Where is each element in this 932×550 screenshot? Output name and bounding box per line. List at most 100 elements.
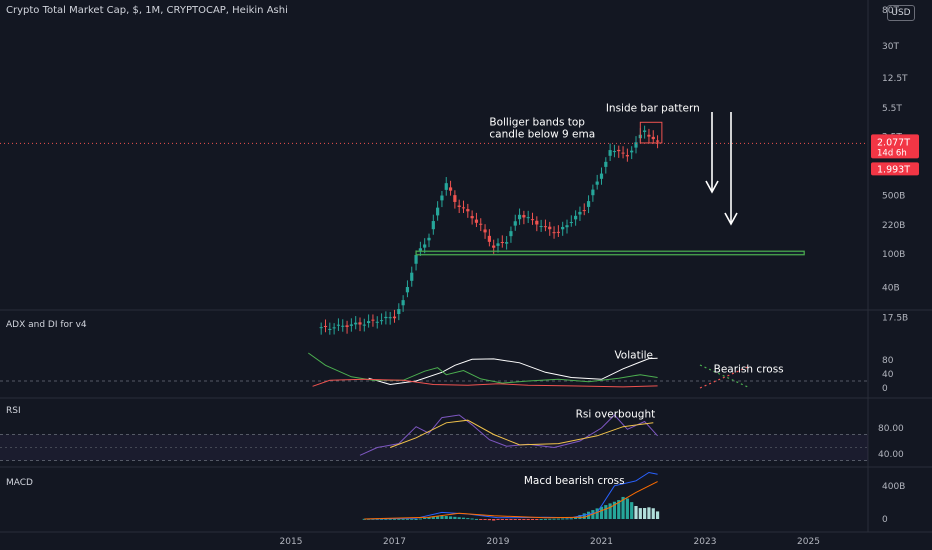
macd-bar	[431, 517, 435, 519]
macd-bar	[604, 505, 608, 519]
candle-body	[470, 216, 474, 219]
rsi-tick-label: 80.00	[878, 424, 904, 434]
chart-title: Crypto Total Market Cap, $, 1M, CRYPTOCA…	[6, 5, 288, 16]
candle-body	[410, 272, 414, 281]
price-tick-label: 220B	[882, 221, 905, 231]
macd-bar	[522, 519, 526, 520]
candle-body	[586, 201, 591, 207]
price-tick-label: 30T	[882, 42, 899, 52]
candle-body	[444, 183, 448, 190]
price-tick-label: 12.5T	[882, 74, 908, 84]
candle-body	[496, 243, 500, 246]
candle-body	[375, 321, 379, 323]
time-tick-label: 2019	[487, 537, 510, 547]
time-tick-label: 2015	[280, 537, 303, 547]
candle-body	[578, 211, 582, 215]
macd-pane-title: MACD	[6, 478, 33, 488]
rsi-band	[0, 434, 868, 461]
low-price-label: 1.993T	[877, 164, 910, 175]
candle-body	[595, 181, 599, 185]
candle-body	[539, 226, 543, 228]
support-zone-rect	[415, 250, 805, 256]
macd-bar	[643, 507, 647, 519]
candle-body	[388, 317, 392, 319]
candle-body	[651, 136, 655, 140]
candle-body	[414, 254, 418, 264]
candle-body	[323, 325, 328, 328]
candle-body	[505, 242, 509, 244]
candle-body	[332, 327, 336, 329]
candle-body	[401, 300, 405, 306]
rsi-pane-title: RSI	[6, 406, 21, 416]
candle-body	[371, 319, 375, 321]
candle-body	[535, 220, 539, 225]
candle-body	[556, 231, 560, 233]
macd-bar	[401, 518, 405, 520]
candle-body	[336, 324, 341, 326]
candle-body	[354, 322, 358, 325]
candle-body	[552, 232, 556, 234]
adx-line	[368, 357, 658, 386]
candle-body	[345, 325, 349, 327]
macd-bar	[405, 518, 410, 520]
macd-bar	[612, 501, 617, 519]
macd-bar	[440, 516, 444, 519]
candle-body	[418, 248, 422, 251]
macd-bar	[483, 519, 487, 520]
adx-tick-label: 40	[882, 370, 894, 380]
macd-bar	[461, 517, 466, 519]
candle-body	[612, 151, 617, 153]
macd-bar	[397, 518, 401, 520]
macd-bar	[638, 508, 642, 519]
adx-annotation: Bearish cross	[714, 363, 784, 375]
candle-body	[630, 150, 634, 153]
candle-body	[643, 130, 647, 132]
candle-body	[621, 152, 625, 154]
adx-tick-label: 80	[882, 356, 894, 366]
macd-bar	[526, 519, 530, 520]
macd-bar	[556, 518, 560, 520]
candle-body	[448, 187, 453, 191]
candle-body	[543, 226, 548, 228]
currency-button[interactable]: USD	[887, 5, 915, 21]
candle-body	[431, 221, 435, 230]
arrow-down-head	[705, 180, 719, 194]
macd-bar	[552, 518, 556, 520]
candle-body	[569, 222, 573, 224]
macd-bar	[457, 517, 461, 519]
macd-bar	[630, 502, 634, 519]
macd-bar	[517, 519, 522, 520]
candle-body	[397, 309, 401, 314]
macd-bar	[487, 519, 491, 521]
price-tick-label: 100B	[882, 250, 905, 260]
macd-bar	[414, 519, 418, 520]
current-price-badge	[871, 134, 919, 159]
candle-body	[517, 214, 522, 220]
macd-bar	[453, 516, 457, 519]
candle-body	[604, 161, 608, 167]
macd-bar	[535, 519, 539, 520]
adx-annotation: Volatile	[614, 349, 653, 361]
candle-body	[379, 320, 384, 322]
candle-body	[479, 223, 483, 225]
candle-body	[548, 226, 552, 230]
macd-bar	[500, 519, 504, 520]
rsi-annotation: Rsi overbought	[576, 409, 656, 421]
macd-bar	[565, 518, 569, 520]
candle-body	[599, 173, 604, 179]
macd-tick-label: 0	[882, 515, 888, 525]
macd-bar	[539, 519, 543, 520]
candle-body	[461, 207, 466, 209]
candle-body	[591, 189, 595, 196]
candle-body	[561, 226, 565, 230]
price-tick-label: 80T	[882, 6, 899, 16]
macd-signal-line	[364, 481, 658, 520]
macd-bar	[418, 518, 422, 520]
candle-body	[367, 321, 371, 324]
macd-bar	[436, 516, 440, 519]
price-annotation: Inside bar pattern	[606, 102, 700, 114]
candle-body	[440, 195, 444, 201]
macd-bar	[548, 518, 552, 520]
price-annotation: Bolliger bands top	[489, 116, 585, 128]
